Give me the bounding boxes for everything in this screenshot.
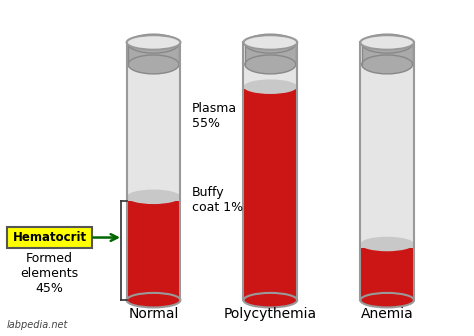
Ellipse shape bbox=[128, 55, 179, 74]
Ellipse shape bbox=[244, 82, 297, 96]
Bar bbox=[245, 41, 296, 65]
Ellipse shape bbox=[127, 190, 181, 204]
Text: Normal: Normal bbox=[128, 307, 179, 321]
Text: Hematocrit: Hematocrit bbox=[12, 231, 87, 244]
Text: Buffy
coat 1%: Buffy coat 1% bbox=[192, 186, 243, 214]
Ellipse shape bbox=[127, 293, 181, 307]
Bar bbox=[127, 197, 181, 201]
Ellipse shape bbox=[360, 293, 414, 307]
Ellipse shape bbox=[245, 55, 296, 74]
Ellipse shape bbox=[362, 55, 412, 74]
Bar bbox=[244, 42, 297, 300]
Text: Plasma
55%: Plasma 55% bbox=[192, 102, 237, 130]
Ellipse shape bbox=[244, 79, 297, 94]
Text: Formed
elements
45%: Formed elements 45% bbox=[20, 252, 79, 295]
Bar bbox=[360, 244, 414, 249]
Bar bbox=[128, 41, 179, 65]
Text: Anemia: Anemia bbox=[361, 307, 413, 321]
FancyBboxPatch shape bbox=[7, 227, 92, 248]
Ellipse shape bbox=[362, 34, 412, 53]
Text: Polycythemia: Polycythemia bbox=[224, 307, 317, 321]
Ellipse shape bbox=[360, 237, 414, 251]
Bar bbox=[127, 42, 181, 300]
Ellipse shape bbox=[127, 194, 181, 209]
Ellipse shape bbox=[244, 293, 297, 307]
Ellipse shape bbox=[360, 35, 414, 50]
Bar bbox=[360, 42, 414, 300]
Ellipse shape bbox=[360, 241, 414, 256]
Bar bbox=[244, 89, 297, 300]
Ellipse shape bbox=[244, 35, 297, 50]
Ellipse shape bbox=[360, 293, 414, 307]
Ellipse shape bbox=[245, 34, 296, 53]
Bar bbox=[360, 249, 414, 300]
Ellipse shape bbox=[127, 35, 181, 50]
Ellipse shape bbox=[128, 34, 179, 53]
Ellipse shape bbox=[127, 293, 181, 307]
Text: labpedia.net: labpedia.net bbox=[6, 320, 68, 330]
Bar bbox=[362, 41, 412, 65]
Bar bbox=[127, 201, 181, 300]
Bar bbox=[244, 87, 297, 89]
Ellipse shape bbox=[244, 293, 297, 307]
